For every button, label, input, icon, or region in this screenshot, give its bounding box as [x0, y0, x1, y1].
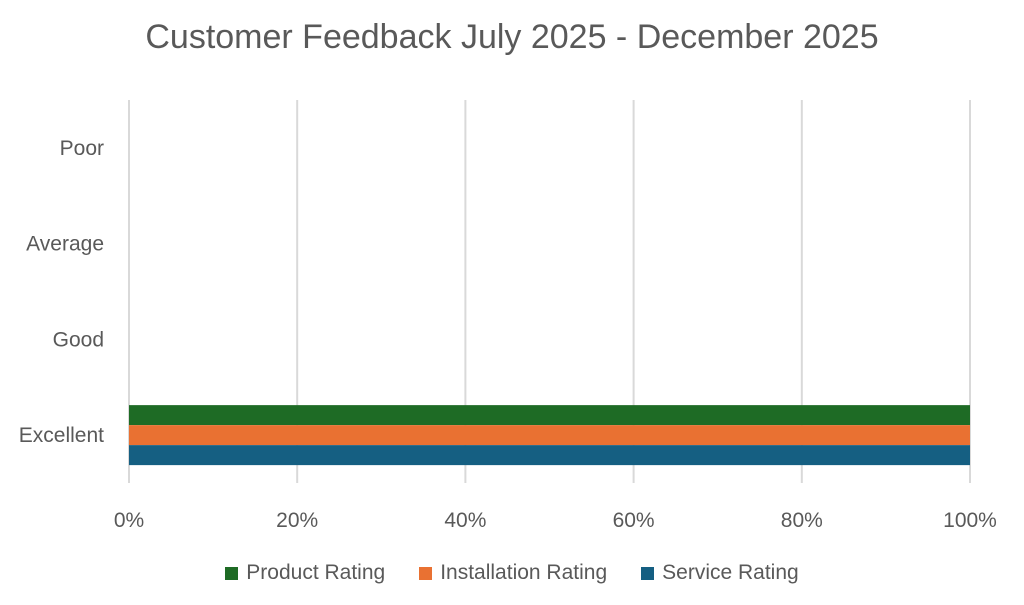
chart-title: Customer Feedback July 2025 - December 2… — [145, 18, 879, 56]
y-tick-label: Average — [26, 233, 104, 256]
legend: Product Rating Installation Rating Servi… — [0, 561, 1024, 585]
legend-item-installation: Installation Rating — [419, 561, 607, 585]
y-tick-label: Excellent — [19, 424, 104, 447]
legend-swatch — [419, 566, 433, 580]
x-tick-label: 60% — [613, 509, 655, 532]
x-tick-label: 0% — [114, 509, 144, 532]
legend-swatch — [225, 566, 239, 580]
y-tick-label: Good — [53, 328, 104, 351]
legend-item-service: Service Rating — [641, 561, 799, 585]
y-tick-label: Poor — [60, 137, 104, 160]
x-tick-label: 40% — [444, 509, 486, 532]
bar-product-rating — [129, 405, 970, 426]
legend-item-product: Product Rating — [225, 561, 385, 585]
bar-installation-rating — [129, 425, 970, 446]
legend-label: Installation Rating — [440, 561, 608, 584]
x-tick-label: 20% — [276, 509, 318, 532]
x-tick-label: 100% — [943, 509, 997, 532]
x-tick-label: 80% — [781, 509, 823, 532]
bar-service-rating — [129, 445, 970, 466]
legend-label: Product Rating — [246, 561, 386, 584]
legend-swatch — [641, 566, 655, 580]
legend-label: Service Rating — [662, 561, 799, 584]
